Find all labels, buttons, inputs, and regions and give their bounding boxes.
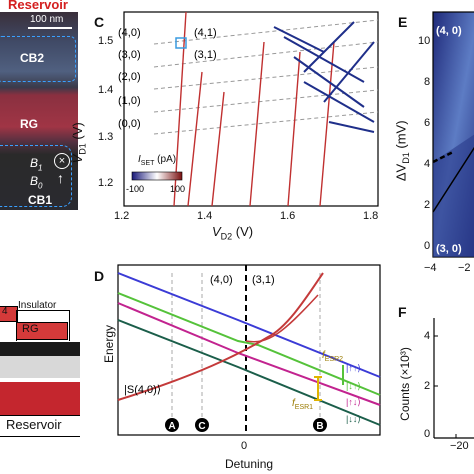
panel-e-xtick: −4 [424,262,437,274]
panel-b: 4 Insulator RG Reservoir [0,270,80,470]
b0-label: B0 [30,174,43,191]
region-left-label: (4,0) [210,274,233,286]
panel-e-ytick: 6 [424,117,431,129]
rg-gate-label: RG [22,323,39,335]
panel-e-ytick: 2 [424,199,431,211]
fesr2-label: fESR2 [322,350,344,363]
marker-b: B [313,418,327,432]
gate-4-block [0,306,18,322]
panel-c-xtick: 1.2 [114,210,130,222]
panel-c-letter: C [94,14,105,30]
b1-label: B1 [30,156,43,173]
panel-e-ytick: 10 [418,35,431,47]
scalebar-label: 100 nm [30,14,64,25]
panel-c-plot: (4,0) (4,1) (3,0) (3,1) (2,0) (1,0) (0,0… [118,11,379,207]
panel-e-xtick: −2 [458,262,471,274]
charge-state-label: (4,0) [118,27,141,39]
reservoir-label: Reservoir [6,417,62,432]
state-line-down-up [117,292,381,396]
panel-c-ytick: 1.4 [98,84,114,96]
state-label: |↑↑⟩ [346,363,361,373]
colorbar-tick: 100 [170,184,185,194]
charge-state-label: (1,0) [118,95,141,107]
panel-d-letter: D [94,268,105,284]
charge-state-label: (0,0) [118,118,141,130]
gate-4-num: 4 [2,306,8,317]
panel-c-xtick: 1.6 [280,210,296,222]
fesr1-label: fESR1 [292,398,314,411]
panel-a-title: Reservoir [8,0,68,12]
transition-line [432,146,474,213]
panel-f-ytick: 0 [424,428,431,440]
panel-c-xtick: 1.8 [363,210,379,222]
highlight-box [175,37,187,49]
reservoir-box [0,415,80,437]
charge-state-label: (3,0) [118,49,141,61]
scalebar [28,27,72,29]
panel-c-ytick: 1.5 [98,35,114,47]
b1-into-icon: × [54,153,70,169]
panel-c-xlabel: VD2 (V) [212,224,254,242]
state-line-up-up [117,272,381,378]
state-bottom-label: (3, 0) [436,243,462,255]
state-label: |↓↓⟩ [346,414,361,424]
rg-label: RG [20,117,38,131]
svg-text:C: C [198,421,205,432]
panel-e-ytick: 8 [424,76,431,88]
panel-f-ytick: 2 [424,380,431,392]
cb1-label: CB1 [28,193,53,207]
layer-light [0,356,80,378]
state-label: |↑↓⟩ [346,397,361,407]
b0-arrow-icon: ↑ [57,170,64,186]
colorbar-label: ISET (pA) [138,154,177,167]
singlet-label: |S(4,0)⟩ [124,384,161,396]
colorbar [131,171,183,181]
state-label: |↓↑⟩ [346,381,361,391]
transition-dashed [432,150,454,164]
panel-e-ytick: 4 [424,158,431,170]
panel-c-ytick: 1.3 [98,131,114,143]
panel-d-plot: A C B (4,0) (3,1) |S(4,0)⟩ |↑↑⟩ |↓↑⟩ |↑↓… [117,264,381,436]
state-line-down-down [117,319,381,426]
singlet-branch [245,294,319,343]
cb1-outline [0,145,72,207]
marker-a: A [165,418,179,432]
cb2-outline [0,36,76,82]
colorbar-tick: -100 [126,184,144,194]
region-right-label: (3,1) [252,274,275,286]
cb2-label: CB2 [20,51,45,65]
panel-e-ytick: 0 [424,240,431,252]
rg-gate-block [16,322,68,340]
layer-dark [0,342,80,356]
panel-e-letter: E [398,14,408,30]
panel-e-plot: (4, 0) (3, 0) [432,11,474,258]
singlet-curve [117,272,324,401]
panel-f-xtick: −20 [450,440,469,452]
marker-c: C [195,418,209,432]
panel-a: Reservoir 100 nm CB2 RG B1 × B0 ↑ CB1 [0,0,80,215]
svg-text:A: A [168,421,175,432]
charge-state-label: (4,1) [194,27,217,39]
panel-f-plot [433,318,474,439]
state-top-label: (4, 0) [436,25,462,37]
charge-state-label: (3,1) [194,49,217,61]
panel-c-ytick: 1.2 [98,177,114,189]
panel-d-zero-tick: 0 [241,440,248,452]
panel-c-xtick: 1.4 [197,210,213,222]
panel-f-letter: F [398,304,407,320]
layer-reservoir [0,382,80,416]
panel-a-image [0,12,78,210]
charge-state-label: (2,0) [118,71,141,83]
panel-d-xlabel: Detuning [225,457,274,471]
panel-f-ytick: 4 [424,330,431,342]
insulator-label: Insulator [18,300,57,311]
svg-text:B: B [316,421,323,432]
